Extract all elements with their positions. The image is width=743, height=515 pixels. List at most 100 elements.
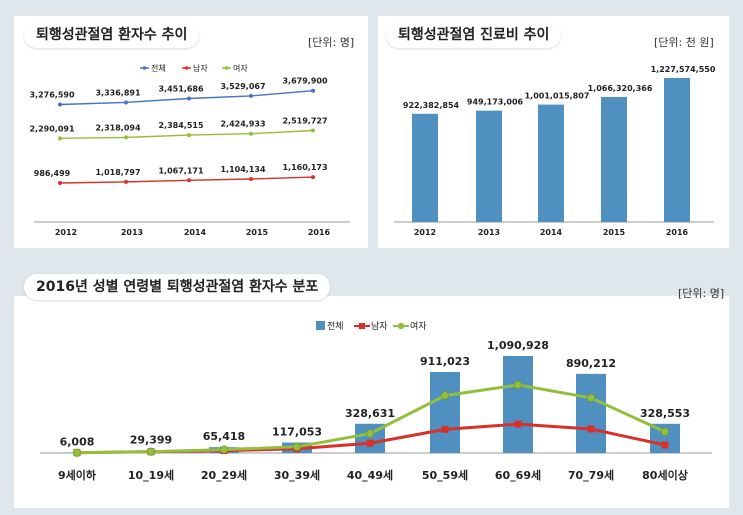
data-label: 29,399 — [130, 433, 172, 446]
x-tick-label: 2012 — [414, 228, 436, 237]
male-point — [366, 439, 374, 447]
patients-trend-title: 퇴행성관절염 환자수 추이 — [24, 22, 200, 48]
x-tick-label: 2014 — [184, 228, 207, 237]
legend-marker-0 — [142, 66, 147, 70]
series-point — [311, 128, 315, 133]
data-label: 2,384,515 — [158, 121, 203, 130]
x-tick-label: 2016 — [308, 228, 331, 237]
x-tick-label: 2016 — [666, 228, 689, 237]
data-label: 911,023 — [420, 355, 470, 368]
female-point — [513, 380, 523, 389]
data-label: 2,290,091 — [29, 124, 74, 133]
female-point — [219, 445, 229, 454]
series-point — [187, 133, 191, 138]
cost-bar — [538, 104, 564, 222]
series-point — [124, 100, 128, 105]
x-tick-label: 2013 — [478, 228, 500, 237]
data-label: 2,424,933 — [220, 120, 265, 129]
female-point — [586, 393, 596, 402]
data-label: 1,001,015,807 — [525, 92, 590, 101]
data-label: 1,104,134 — [220, 165, 265, 174]
legend-marker-2 — [224, 66, 229, 70]
data-label: 1,018,797 — [95, 168, 140, 177]
data-label: 1,090,928 — [487, 339, 549, 352]
x-tick-label: 20_29세 — [201, 468, 247, 482]
cost-bar — [601, 96, 627, 222]
legend-label: 여자 — [233, 63, 248, 73]
data-label: 986,499 — [34, 169, 71, 178]
x-tick-label: 70_79세 — [568, 468, 614, 482]
data-label: 3,529,067 — [220, 82, 265, 91]
data-label: 3,276,590 — [29, 91, 74, 100]
legend-label: 남자 — [193, 64, 208, 73]
x-tick-label: 2012 — [55, 228, 77, 237]
series-point — [311, 88, 315, 93]
female-point — [365, 429, 375, 438]
cost-bar — [476, 110, 502, 222]
series-point — [311, 175, 315, 180]
age-distribution-unit: [단위: 명] — [678, 287, 725, 300]
female-point — [72, 448, 82, 457]
series-point — [249, 131, 253, 136]
data-label: 3,451,686 — [158, 85, 203, 94]
x-tick-label: 80세이상 — [642, 468, 688, 482]
data-label: 117,053 — [272, 426, 322, 439]
age-distribution-panel — [14, 296, 729, 508]
data-label: 328,553 — [640, 407, 690, 420]
data-label: 1,066,320,366 — [588, 84, 653, 93]
series-point — [187, 96, 191, 101]
x-tick-label: 30_39세 — [274, 468, 320, 482]
female-point — [292, 442, 302, 451]
data-label: 328,631 — [345, 407, 395, 420]
series-point — [58, 136, 62, 141]
legend-label: 남자 — [371, 321, 388, 332]
data-label: 1,067,171 — [158, 166, 203, 175]
data-label: 2,318,094 — [95, 123, 140, 132]
age-bar — [430, 371, 460, 453]
x-tick-label: 50_59세 — [422, 468, 468, 482]
x-tick-label: 40_49세 — [347, 468, 393, 482]
data-label: 922,382,854 — [403, 101, 460, 110]
cost-bar — [664, 78, 690, 222]
series-point — [124, 179, 128, 184]
legend-marker-male — [359, 323, 365, 329]
female-point — [440, 391, 450, 400]
patients-trend-unit: [단위: 명] — [308, 36, 355, 49]
data-label: 2,519,727 — [282, 116, 327, 125]
data-label: 949,173,006 — [467, 98, 524, 107]
male-point — [661, 441, 669, 449]
data-label: 890,212 — [566, 357, 616, 370]
age-bar — [576, 373, 606, 453]
x-tick-label: 2015 — [603, 228, 626, 237]
series-point — [249, 177, 253, 182]
cost-trend-title: 퇴행성관절염 진료비 추이 — [386, 22, 562, 48]
male-point — [587, 425, 595, 433]
series-point — [58, 181, 62, 186]
series-point — [124, 135, 128, 140]
series-point — [187, 178, 191, 183]
female-point — [660, 427, 670, 436]
female-point — [146, 447, 156, 456]
series-line-1 — [59, 176, 314, 184]
x-tick-label: 9세이하 — [58, 468, 97, 482]
legend-marker-1 — [184, 66, 189, 70]
cost-trend-unit: [단위: 천 원] — [654, 36, 714, 49]
patients-trend-panel — [14, 16, 368, 248]
legend-label: 전체 — [151, 63, 166, 73]
x-tick-label: 2013 — [121, 228, 143, 237]
legend-label: 전체 — [327, 321, 344, 332]
data-label: 65,418 — [203, 430, 245, 443]
x-tick-label: 2014 — [540, 228, 563, 237]
legend-label: 여자 — [410, 320, 427, 332]
data-label: 6,008 — [60, 435, 95, 448]
series-point — [58, 102, 62, 107]
series-point — [249, 93, 253, 98]
data-label: 1,227,574,550 — [651, 65, 716, 74]
data-label: 3,679,900 — [282, 77, 327, 86]
x-tick-label: 60_69세 — [495, 468, 541, 482]
data-label: 1,160,173 — [282, 163, 327, 172]
x-tick-label: 10_19세 — [128, 468, 174, 482]
legend-swatch-total — [316, 321, 325, 330]
cost-bar — [412, 113, 438, 222]
